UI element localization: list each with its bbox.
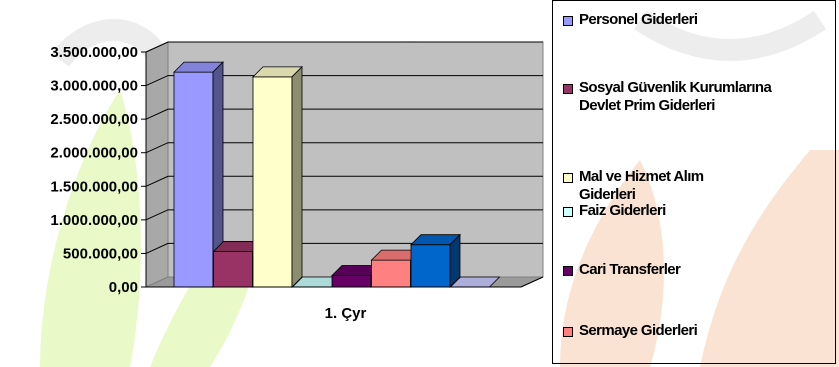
y-tick-label: 3.500.000,00	[50, 44, 138, 61]
bar-side	[291, 65, 303, 288]
gridline	[145, 142, 543, 154]
y-tick-label: 2.000.000,00	[50, 145, 138, 162]
bar-front	[213, 251, 253, 288]
legend-swatch	[563, 207, 573, 217]
bar	[410, 233, 461, 288]
legend-item: Sermaye Giderleri	[563, 322, 698, 340]
bar-front	[173, 71, 214, 288]
gridline	[145, 209, 543, 221]
y-tick-label: 1.000.000,00	[50, 212, 138, 229]
bar-front	[252, 76, 293, 288]
plot-side-wall	[145, 41, 169, 288]
legend-item: Mal ve Hizmet Alım Giderleri	[563, 168, 704, 204]
legend-swatch	[563, 84, 573, 94]
y-tick-label: 500.000,00	[63, 245, 138, 262]
legend-label: Sermaye Giderleri	[579, 322, 698, 339]
gridline	[145, 75, 543, 87]
legend-item: Cari Transferler	[563, 261, 681, 279]
legend-label: Personel Giderleri	[579, 11, 698, 28]
x-tick-label: 1. Çyr	[325, 305, 367, 322]
x-axis-end	[520, 276, 544, 288]
legend-swatch	[563, 173, 573, 183]
legend-label: Sosyal Güvenlik Kurumlarına Devlet Prim …	[579, 79, 772, 114]
legend: Personel Giderleri Sosyal Güvenlik Kuruml…	[552, 0, 836, 364]
y-tick-label: 0,00	[109, 279, 138, 296]
gridline	[145, 41, 543, 53]
bar	[252, 65, 303, 288]
legend-item: Faiz Giderleri	[563, 202, 666, 220]
legend-label: Mal ve Hizmet Alım Giderleri	[579, 168, 704, 203]
bar-front	[410, 244, 451, 288]
legend-label: Faiz Giderleri	[579, 202, 666, 219]
legend-swatch	[563, 16, 573, 26]
y-tick-label: 1.500.000,00	[50, 178, 138, 195]
y-tick-label: 3.000.000,00	[50, 78, 138, 95]
y-tick-label: 2.500.000,00	[50, 111, 138, 128]
legend-swatch	[563, 266, 573, 276]
legend-swatch	[563, 327, 573, 337]
bar-front	[331, 275, 372, 288]
gridline	[145, 175, 543, 187]
bar-front	[371, 259, 411, 288]
legend-item: Personel Giderleri	[563, 11, 698, 29]
legend-item: Sosyal Güvenlik Kurumlarına Devlet Prim …	[563, 79, 772, 115]
bar	[173, 61, 224, 288]
legend-label: Cari Transferler	[579, 261, 681, 278]
gridline	[145, 108, 543, 120]
bar-chart: 0,00 500.000,00 1.000.000,00 1.500.000,00 2.…	[50, 41, 544, 322]
